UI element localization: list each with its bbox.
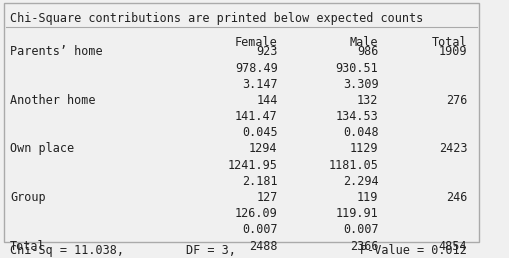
Text: 119.91: 119.91 — [336, 207, 379, 220]
Text: 4854: 4854 — [439, 240, 467, 253]
Text: 2.181: 2.181 — [242, 175, 277, 188]
Text: 3.309: 3.309 — [343, 78, 379, 91]
Text: 1129: 1129 — [350, 142, 379, 156]
Text: 1294: 1294 — [249, 142, 277, 156]
Text: 2.294: 2.294 — [343, 175, 379, 188]
Text: 119: 119 — [357, 191, 379, 204]
Text: Total: Total — [10, 240, 46, 253]
Text: Own place: Own place — [10, 142, 74, 156]
Text: Parents’ home: Parents’ home — [10, 45, 103, 58]
Text: 126.09: 126.09 — [235, 207, 277, 220]
Text: P-Value = 0.012: P-Value = 0.012 — [360, 244, 467, 257]
Text: Female: Female — [235, 36, 277, 49]
Text: 978.49: 978.49 — [235, 62, 277, 75]
Text: Male: Male — [350, 36, 379, 49]
Text: 930.51: 930.51 — [336, 62, 379, 75]
Text: 276: 276 — [446, 94, 467, 107]
Text: 144: 144 — [256, 94, 277, 107]
Text: 2488: 2488 — [249, 240, 277, 253]
Text: 2423: 2423 — [439, 142, 467, 156]
Text: 134.53: 134.53 — [336, 110, 379, 123]
Text: 2366: 2366 — [350, 240, 379, 253]
Text: 0.045: 0.045 — [242, 126, 277, 139]
Text: DF = 3,: DF = 3, — [186, 244, 236, 257]
Text: 0.048: 0.048 — [343, 126, 379, 139]
Text: Another home: Another home — [10, 94, 96, 107]
Text: 3.147: 3.147 — [242, 78, 277, 91]
Text: 0.007: 0.007 — [242, 223, 277, 236]
Text: 986: 986 — [357, 45, 379, 58]
Text: Chi-Square contributions are printed below expected counts: Chi-Square contributions are printed bel… — [10, 12, 423, 25]
Text: 1241.95: 1241.95 — [228, 159, 277, 172]
Text: Total: Total — [432, 36, 467, 49]
Text: Group: Group — [10, 191, 46, 204]
Text: 127: 127 — [256, 191, 277, 204]
Text: Chi-Sq = 11.038,: Chi-Sq = 11.038, — [10, 244, 124, 257]
Text: 246: 246 — [446, 191, 467, 204]
Text: 0.007: 0.007 — [343, 223, 379, 236]
Text: 132: 132 — [357, 94, 379, 107]
Text: 923: 923 — [256, 45, 277, 58]
Text: 1181.05: 1181.05 — [329, 159, 379, 172]
FancyBboxPatch shape — [4, 3, 479, 242]
Text: 1909: 1909 — [439, 45, 467, 58]
Text: 141.47: 141.47 — [235, 110, 277, 123]
